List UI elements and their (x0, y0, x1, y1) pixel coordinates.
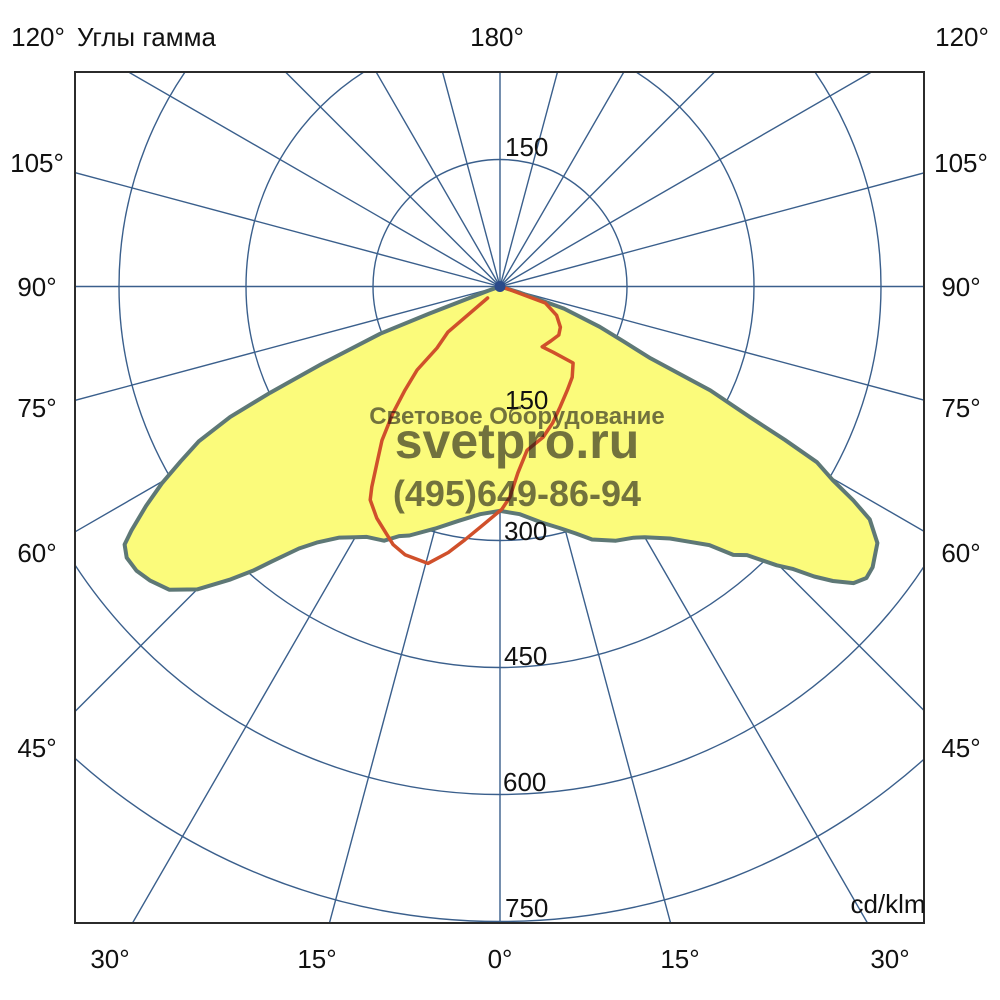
watermark-company: Световое Оборудование (369, 403, 665, 430)
gamma-grid-line (127, 72, 501, 288)
radial-tick-300: 300 (504, 516, 547, 546)
angle-label-bottom-right-30: 30° (870, 944, 909, 974)
angle-label-bottom-left-30: 30° (90, 944, 129, 974)
angle-label-left-45: 45° (17, 733, 56, 763)
gamma-grid-line (75, 285, 501, 402)
curve-narrow-lobe (368, 284, 575, 566)
center-point (494, 281, 506, 292)
gamma-grid-line (499, 72, 873, 288)
gamma-grid-line (441, 72, 501, 287)
curve-wide-batwing (122, 284, 880, 592)
gamma-grid-line (499, 172, 924, 288)
angle-label-right-75: 75° (941, 393, 980, 423)
units-label: cd/klm (850, 889, 925, 919)
angle-label-left-75: 75° (17, 393, 56, 423)
angle-label-right-60: 60° (941, 538, 980, 568)
radial-tick-450: 450 (504, 641, 547, 671)
angle-label-left-60: 60° (17, 538, 56, 568)
radial-tick-150-top: 150 (505, 132, 548, 162)
angle-label-right-45: 45° (941, 733, 980, 763)
gamma-grid-line (375, 72, 501, 287)
axis-labels: 120° Углы гамма 180° 120° 105° 90° 75° 60° 45° 10… (10, 22, 989, 974)
axis-title: Углы гамма (77, 22, 216, 52)
watermark: Световое Оборудованиеsvetpro.ru(495)649-… (369, 403, 665, 514)
plot-border (74, 71, 925, 924)
gamma-grid-line (499, 72, 716, 287)
gamma-grid-line (284, 72, 501, 287)
angle-label-top-180: 180° (470, 22, 524, 52)
angle-label-left-120: 120° (11, 22, 65, 52)
gamma-grid-line (499, 285, 924, 401)
angle-label-bottom-0: 0° (488, 944, 513, 974)
radial-tick-600: 600 (503, 767, 546, 797)
angle-label-right-105: 105° (934, 148, 988, 178)
angle-label-right-120: 120° (935, 22, 989, 52)
watermark-site: svetpro.ru (395, 413, 640, 469)
angle-label-right-90: 90° (941, 272, 980, 302)
gamma-grid-line (75, 171, 501, 288)
angle-label-bottom-right-15: 15° (660, 944, 699, 974)
watermark-phone: (495)649-86-94 (393, 473, 641, 514)
angle-label-bottom-left-15: 15° (297, 944, 336, 974)
angle-label-left-90: 90° (17, 272, 56, 302)
angle-label-left-105: 105° (10, 148, 64, 178)
radial-tick-750: 750 (505, 893, 548, 923)
gamma-grid-line (499, 72, 625, 287)
radial-tick-150: 150 (505, 385, 548, 415)
gamma-grid-line (499, 72, 559, 287)
